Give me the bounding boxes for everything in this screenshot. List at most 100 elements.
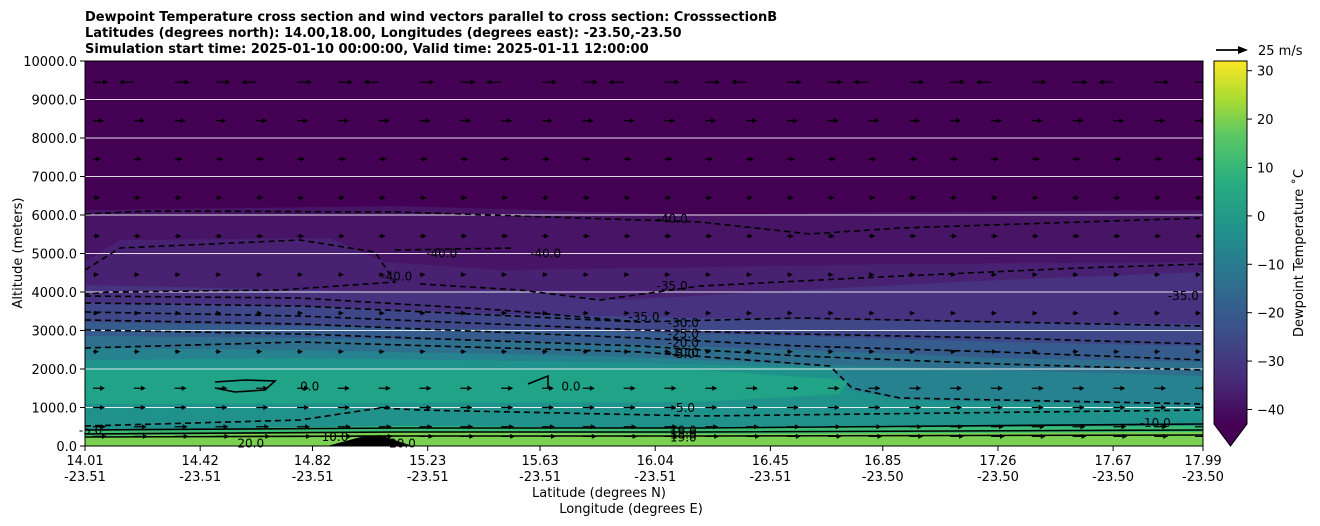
wind-arrow-head [257, 272, 263, 278]
wind-arrow-head [1204, 434, 1209, 439]
contour-label: -5.0 [672, 347, 695, 361]
wind-arrow-head [999, 433, 1005, 439]
contour-line-minus-20 [85, 319, 1203, 361]
contour-label: 20.0 [389, 437, 416, 451]
wind-arrow-head [548, 405, 554, 410]
wind-arrow-head [461, 272, 467, 278]
wind-arrow-head [830, 156, 836, 162]
wind-arrow-head [1196, 272, 1201, 278]
wind-arrow-head [263, 405, 269, 410]
wind-arrow-head [591, 433, 597, 439]
contour-label: 0.0 [300, 379, 319, 393]
contour-line-minus-40-mid [394, 247, 516, 251]
wind-arrow-head [1040, 433, 1046, 439]
wind-arrow-head [1164, 79, 1170, 85]
wind-arrow-head [670, 118, 676, 124]
wind-arrow-head [262, 118, 268, 124]
wind-arrow-head [953, 156, 959, 162]
wind-arrow-head [95, 233, 100, 239]
wind-arrow-head [1080, 424, 1086, 430]
wind-arrow-head [583, 349, 589, 355]
wind-arrow-head [1160, 118, 1166, 124]
wind-arrow-head [547, 118, 553, 124]
wind-arrow-head [608, 79, 614, 85]
wind-arrow-head [384, 118, 390, 124]
wind-arrow-head [1163, 433, 1169, 439]
wind-arrow-head [241, 79, 247, 85]
y-axis-label: Altitude (meters) [11, 198, 26, 309]
wind-arrow-head [1114, 272, 1120, 278]
wind-arrow-head [304, 385, 310, 391]
wind-arrow-head [135, 233, 141, 239]
wind-arrow-head [543, 195, 549, 201]
wind-arrow-head [96, 156, 101, 162]
wind-arrow-head [1121, 424, 1127, 430]
wind-arrow-head [216, 349, 222, 355]
wind-arrow-head [835, 424, 841, 430]
chart-title-line-1: Dewpoint Temperature cross section and w… [85, 10, 777, 25]
contour-line-minus-25 [85, 311, 1203, 345]
wind-arrow-head [583, 310, 589, 316]
wind-arrow-head [706, 310, 712, 316]
wind-arrow-head [589, 405, 595, 410]
wind-arrow-head [502, 272, 508, 278]
wind-arrow-head [141, 424, 147, 430]
wind-arrow-head [1078, 118, 1084, 124]
wind-arrow-head [911, 195, 917, 201]
wind-arrow-head [753, 405, 759, 410]
wind-arrow-head [1074, 233, 1080, 239]
wind-arrow-head [787, 349, 793, 355]
y-tick-label: 7000.0 [32, 171, 78, 186]
wind-arrow-head [263, 385, 269, 391]
wind-arrow-head [1098, 79, 1104, 85]
wind-arrow-head [381, 156, 387, 162]
wind-arrow-head [713, 424, 719, 430]
wind-arrow-head [347, 79, 353, 85]
wind-arrow-head [667, 156, 673, 162]
wind-arrow-head [1120, 385, 1126, 391]
wind-arrow-head [1115, 233, 1121, 239]
wind-arrow-head [625, 195, 631, 201]
contour-label: -25.0 [668, 327, 699, 341]
wind-arrow-head [588, 118, 594, 124]
wind-arrow-head [993, 156, 999, 162]
wind-arrow-head [1082, 79, 1088, 85]
wind-arrow-head [1155, 272, 1161, 278]
contour-label: -35.0 [628, 310, 659, 324]
wind-arrow-head [420, 310, 426, 316]
x-tick-label-latitude: 14.82 [294, 454, 331, 469]
wind-arrow-head [752, 118, 758, 124]
wind-arrow-head [182, 424, 188, 430]
wind-arrow-head [298, 272, 304, 278]
wind-arrow-head [828, 310, 834, 316]
wind-arrow-head [338, 310, 344, 316]
x-tick-label-latitude: 14.01 [66, 454, 103, 469]
wind-arrow-head [427, 424, 433, 430]
y-tick-label: 3000.0 [32, 325, 78, 340]
wind-arrow-head [343, 118, 349, 124]
wind-arrow-head [630, 385, 636, 391]
wind-arrow-head [420, 349, 426, 355]
contour-label: 10.0 [670, 424, 697, 438]
wind-arrow-head [551, 79, 557, 85]
wind-arrow-head [748, 233, 754, 239]
wind-arrow-head [1034, 156, 1040, 162]
wind-arrow-head [1122, 433, 1128, 439]
colorbar-label: Dewpoint Temperature ˚C [1291, 169, 1307, 337]
wind-arrow-head [257, 310, 263, 316]
wind-arrow-head [1038, 385, 1044, 391]
wind-arrow-head [911, 233, 917, 239]
wind-arrow-head [876, 424, 882, 430]
wind-arrow-head [991, 310, 997, 316]
wind-arrow-head [1197, 195, 1202, 201]
contour-labels: -40.0 -40.0 -40.0 -40.0 -35.0 -35.0 -35.0 -30.0… [79, 212, 1199, 451]
wind-arrow-head [1033, 233, 1039, 239]
wind-arrow-head [875, 385, 881, 391]
wind-arrow-head [671, 405, 677, 410]
wind-arrow-head [869, 310, 875, 316]
wind-arrow-head [504, 156, 510, 162]
contour-line-0-left [214, 379, 278, 393]
wind-arrow-head [951, 310, 957, 316]
x-tick-label-longitude: -23.51 [64, 470, 106, 485]
